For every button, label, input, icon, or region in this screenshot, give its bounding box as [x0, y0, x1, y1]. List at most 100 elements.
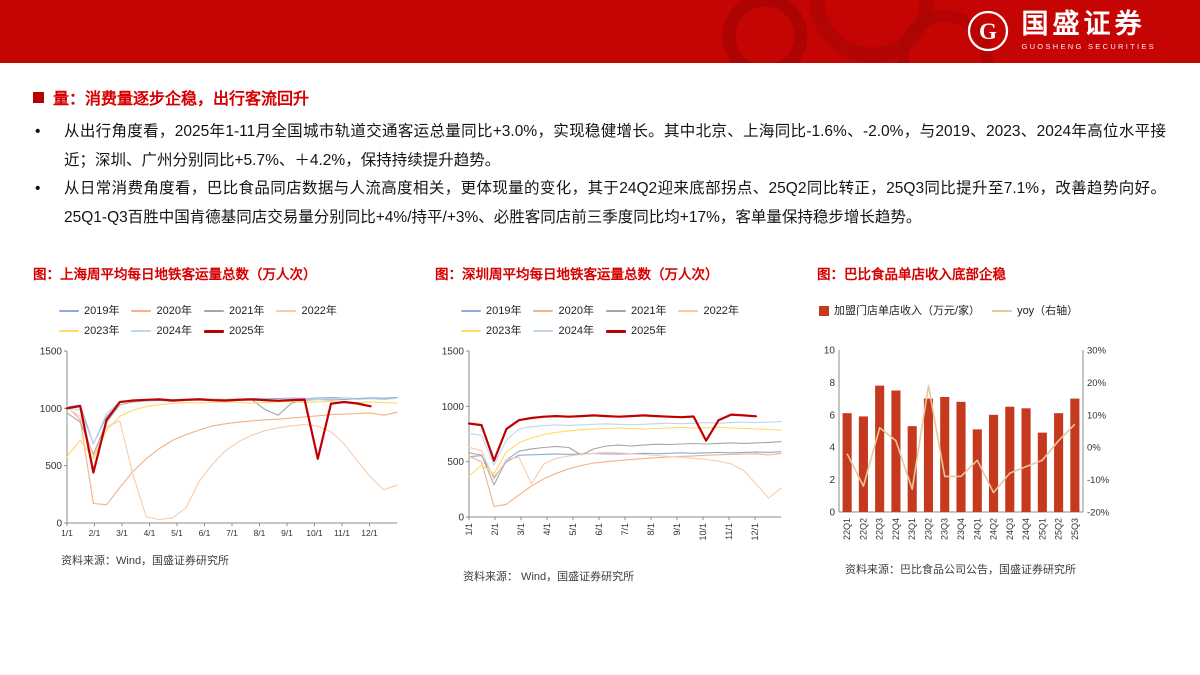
svg-text:8/1: 8/1: [646, 523, 656, 536]
list-item: • 从日常消费角度看，巴比食品同店数据与人流高度相关，更体现量的变化，其于24Q…: [33, 175, 1166, 232]
chart-legend: 加盟门店单店收入（万元/家） yoy（右轴）: [819, 303, 1135, 323]
svg-text:24Q2: 24Q2: [989, 518, 999, 540]
svg-text:12/1: 12/1: [750, 523, 760, 541]
chart-panel-shenzhen: 图：深圳周平均每日地铁客运量总数（万人次） 2019年 2020年 2021年 202…: [435, 263, 809, 584]
svg-text:11/1: 11/1: [724, 523, 734, 540]
svg-text:0: 0: [829, 507, 835, 518]
svg-text:22Q3: 22Q3: [875, 518, 885, 540]
chart-title: 图：深圳周平均每日地铁客运量总数（万人次）: [435, 266, 719, 282]
legend-item-2: 2021年: [605, 303, 666, 320]
svg-text:6/1: 6/1: [594, 523, 604, 536]
legend-item-3: 2022年: [276, 303, 337, 320]
svg-text:25Q2: 25Q2: [1054, 518, 1064, 540]
svg-text:20%: 20%: [1087, 378, 1107, 389]
svg-text:8/1: 8/1: [254, 528, 266, 538]
legend-item-5: 2024年: [533, 323, 594, 340]
legend-item-line: yoy（右轴）: [992, 303, 1078, 320]
bullet-square-icon: [33, 91, 44, 103]
svg-text:22Q1: 22Q1: [842, 518, 852, 540]
svg-text:0: 0: [458, 512, 464, 523]
svg-text:23Q2: 23Q2: [923, 518, 933, 540]
svg-text:-20%: -20%: [1087, 507, 1110, 518]
section-headline: 量：消费量逐步企稳，出行客流回升: [33, 85, 1166, 109]
chart-panel-shanghai: 图：上海周平均每日地铁客运量总数（万人次） 2019年 2020年 2021年 202…: [33, 263, 425, 584]
svg-text:9/1: 9/1: [672, 523, 682, 536]
chart-source: 资料来源：巴比食品公司公告，国盛证券研究所: [845, 563, 1076, 576]
svg-text:22Q2: 22Q2: [858, 518, 868, 540]
svg-text:4/1: 4/1: [144, 528, 156, 538]
svg-text:3/1: 3/1: [116, 528, 128, 538]
legend-item-4: 2023年: [461, 323, 521, 340]
svg-text:10/1: 10/1: [698, 523, 708, 541]
svg-text:9/1: 9/1: [281, 528, 293, 538]
slide-content: 量：消费量逐步企稳，出行客流回升 • 从出行角度看，2025年1-11月全国城市…: [0, 63, 1200, 584]
babi-revenue-chart: 0 2 4 6 8 10 -20% -10% 0% 10% 20% 30% 22Q1 22Q2 22Q3 22…: [817, 344, 1135, 557]
legend-item-bar: 加盟门店单店收入（万元/家）: [819, 303, 980, 320]
bullet-text: 从日常消费角度看，巴比食品同店数据与人流高度相关，更体现量的变化，其于24Q2迎…: [64, 180, 1166, 227]
chart-source: 资料来源：Wind，国盛证券研究所: [61, 554, 230, 567]
svg-text:25Q1: 25Q1: [1037, 518, 1047, 540]
svg-text:1000: 1000: [442, 402, 465, 413]
chart-title: 图：上海周平均每日地铁客运量总数（万人次）: [33, 266, 317, 282]
svg-text:23Q1: 23Q1: [907, 518, 917, 540]
svg-text:7/1: 7/1: [620, 523, 630, 536]
legend-item-1: 2020年: [533, 303, 594, 320]
shanghai-metro-chart: 0 500 1000 1500 1/1 2/1 3/1 4/1 5/1 6/1 7/1 8/1 9/1 1…: [33, 345, 425, 548]
svg-text:10: 10: [824, 345, 836, 356]
chart-source: 资料来源： Wind，国盛证券研究所: [463, 570, 635, 583]
chart-legend: 2019年 2020年 2021年 2022年 2023年 2024年 2025年: [461, 303, 761, 343]
svg-text:2/1: 2/1: [89, 528, 101, 538]
legend-item-3: 2022年: [678, 303, 739, 320]
brand-text: 国盛证券 GUOSHENG SECURITIES: [1021, 9, 1156, 52]
svg-text:24Q4: 24Q4: [1021, 518, 1031, 540]
brand-logo-icon: G: [968, 10, 1009, 52]
svg-text:1/1: 1/1: [61, 528, 73, 538]
brand-name-en: GUOSHENG SECURITIES: [1021, 42, 1156, 51]
svg-text:G: G: [980, 19, 998, 44]
svg-text:2: 2: [829, 475, 835, 486]
svg-text:10%: 10%: [1087, 410, 1107, 421]
brand: G 国盛证券 GUOSHENG SECURITIES: [965, 8, 1156, 54]
top-banner: G 国盛证券 GUOSHENG SECURITIES: [0, 0, 1200, 63]
svg-text:12/1: 12/1: [361, 528, 378, 538]
brand-name: 国盛证券: [1021, 9, 1146, 39]
svg-text:8: 8: [829, 378, 835, 389]
banner-watermark-icon: [722, 0, 993, 63]
svg-text:5/1: 5/1: [568, 523, 578, 536]
svg-text:4/1: 4/1: [542, 523, 552, 536]
svg-text:2/1: 2/1: [490, 523, 500, 536]
legend-item-0: 2019年: [59, 303, 119, 320]
svg-text:22Q4: 22Q4: [891, 518, 901, 540]
svg-text:3/1: 3/1: [516, 523, 526, 536]
shenzhen-metro-chart: 0 500 1000 1500 1/1 2/1 3/1 4/1 5/1 6/1 7/1 8/1 9/1 1…: [435, 345, 809, 564]
svg-text:4: 4: [829, 442, 835, 453]
chart-legend: 2019年 2020年 2021年 2022年 2023年 2024年 2025年: [59, 303, 359, 343]
svg-text:24Q3: 24Q3: [1005, 518, 1015, 540]
svg-text:25Q3: 25Q3: [1070, 518, 1080, 540]
svg-text:23Q3: 23Q3: [940, 518, 950, 540]
svg-text:500: 500: [447, 457, 464, 468]
legend-item-1: 2020年: [131, 303, 192, 320]
chart-title: 图：巴比食品单店收入底部企稳: [817, 266, 1006, 282]
legend-item-4: 2023年: [59, 323, 119, 340]
bullet-list: • 从出行角度看，2025年1-11月全国城市轨道交通客运总量同比+3.0%，实…: [33, 118, 1166, 233]
svg-text:6: 6: [829, 410, 835, 421]
svg-text:0%: 0%: [1087, 442, 1101, 453]
svg-text:30%: 30%: [1087, 345, 1107, 356]
bullet-text: 从出行角度看，2025年1-11月全国城市轨道交通客运总量同比+3.0%，实现稳…: [64, 123, 1166, 169]
svg-text:5/1: 5/1: [171, 528, 183, 538]
svg-text:500: 500: [45, 461, 62, 472]
svg-text:24Q1: 24Q1: [972, 518, 982, 540]
bullet-dot: •: [35, 180, 41, 198]
svg-text:23Q4: 23Q4: [956, 518, 966, 540]
svg-text:1500: 1500: [442, 346, 465, 357]
svg-text:7/1: 7/1: [226, 528, 238, 538]
svg-text:11/1: 11/1: [334, 528, 350, 538]
legend-item-0: 2019年: [461, 303, 521, 320]
bullet-dot: •: [35, 123, 41, 140]
svg-text:6/1: 6/1: [199, 528, 211, 538]
list-item: • 从出行角度看，2025年1-11月全国城市轨道交通客运总量同比+3.0%，实…: [33, 118, 1166, 175]
svg-text:1000: 1000: [40, 404, 63, 415]
legend-item-6: 2025年: [605, 323, 666, 340]
